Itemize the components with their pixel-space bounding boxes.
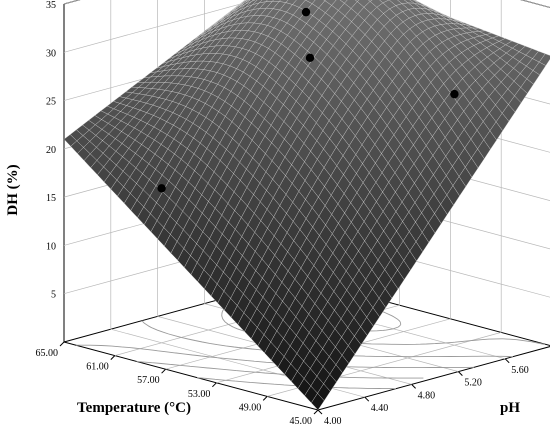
x-tick-mark — [59, 341, 65, 347]
x-tick-label: 65.00 — [36, 348, 59, 359]
design-points — [157, 7, 459, 193]
x-tick-mark — [161, 368, 166, 374]
design-point — [301, 7, 311, 17]
z-tick-label: 5 — [51, 290, 56, 301]
x-tick-label: 61.00 — [86, 362, 109, 373]
z-axis-title: DH (%) — [5, 164, 21, 215]
design-point — [305, 53, 315, 63]
y-tick-label: 5.20 — [464, 378, 482, 389]
x-axis-title: Temperature (°C) — [77, 400, 191, 416]
temperature-axis-line — [63, 341, 319, 411]
y-tick-label: 4.00 — [324, 416, 342, 427]
z-tick-label: 20 — [46, 145, 56, 156]
design-point — [450, 89, 459, 99]
x-tick-label: 49.00 — [239, 402, 262, 413]
design-point — [157, 184, 166, 193]
surface-cell — [354, 0, 360, 2]
z-tick-label: 10 — [46, 241, 56, 252]
z-tick-label: 25 — [46, 97, 56, 108]
surface-cell — [368, 0, 373, 2]
z-tick-label: 35 — [46, 0, 56, 11]
x-tick-mark — [212, 382, 217, 388]
x-tick-label: 53.00 — [188, 389, 211, 400]
z-tick-label: 15 — [46, 193, 56, 204]
x-tick-label: 57.00 — [137, 375, 160, 386]
x-tick-mark — [110, 355, 116, 360]
y-tick-label: 4.40 — [371, 403, 389, 414]
tick-labels: 5 10 15 20 25 30 35 65.00 61.00 57.00 53.00 49.00 45… — [36, 0, 529, 427]
y-tick-mark — [504, 358, 510, 364]
y-tick-label: 4.80 — [418, 390, 436, 401]
z-tick-label: 30 — [46, 48, 56, 59]
y-tick-mark — [317, 409, 323, 415]
x-tick-mark — [262, 396, 268, 401]
y-tick-mark — [411, 384, 416, 389]
y-tick-mark — [458, 371, 463, 376]
y-axis-title: pH — [500, 400, 520, 416]
y-tick-mark — [364, 396, 370, 402]
x-tick-mark — [313, 409, 319, 415]
surface-cell — [311, 393, 325, 411]
x-tick-label: 45.00 — [290, 416, 313, 427]
left-wall-gridline — [63, 0, 257, 53]
y-tick-label: 5.60 — [511, 365, 529, 376]
